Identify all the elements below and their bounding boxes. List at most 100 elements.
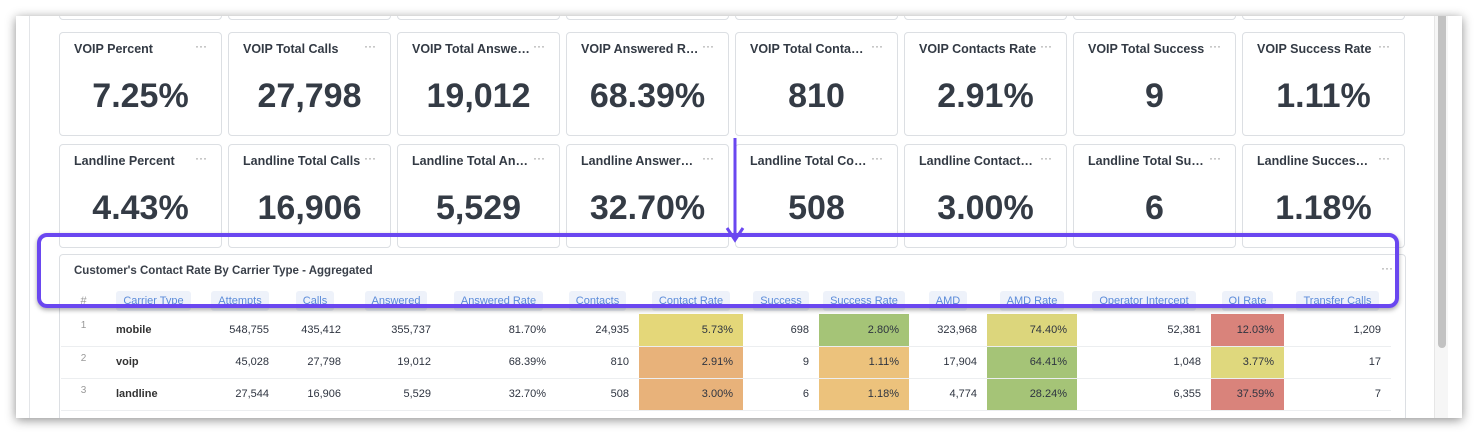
- card-value: 6: [1145, 189, 1164, 227]
- card-menu-icon[interactable]: ···: [871, 39, 883, 53]
- arrow-down-icon: [725, 138, 745, 243]
- metric-card: VOIP Contacts Rate ··· 2.91%: [904, 32, 1067, 136]
- table-cell: 52,381: [1077, 314, 1211, 347]
- partial-card-top: [904, 16, 1067, 20]
- table-cell: 323,968: [909, 314, 987, 347]
- table-cell: 698: [743, 314, 819, 347]
- card-title: VOIP Total Contacts: [750, 42, 868, 56]
- card-title: Landline Total Calls: [243, 154, 361, 168]
- card-value: 16,906: [257, 189, 362, 227]
- card-menu-icon[interactable]: ···: [1378, 151, 1390, 165]
- table-cell: 1,048: [1077, 346, 1211, 379]
- card-value: 32.70%: [589, 189, 706, 227]
- table-cell: 27,798: [279, 346, 351, 379]
- table-cell: 435,412: [279, 314, 351, 347]
- table-cell: 19,012: [351, 346, 441, 379]
- card-menu-icon[interactable]: ···: [1378, 39, 1390, 53]
- panel-title: Customer's Contact Rate By Carrier Type …: [74, 265, 373, 277]
- card-title: VOIP Total Calls: [243, 42, 339, 56]
- table-cell: 32.70%: [441, 378, 556, 411]
- card-value: 4.43%: [92, 189, 189, 227]
- row-number: 3: [61, 378, 106, 411]
- table-cell: 810: [556, 346, 639, 379]
- card-title: VOIP Total Answered: [412, 42, 530, 56]
- table-cell: 16,906: [279, 378, 351, 411]
- table-cell: 6: [743, 378, 819, 411]
- card-title: VOIP Contacts Rate: [919, 42, 1037, 56]
- table-cell: 27,544: [201, 378, 279, 411]
- card-value: 5,529: [435, 189, 522, 227]
- metric-card: Landline Total Answered··· 5,529: [397, 144, 560, 248]
- metric-card: Landline Total Calls ··· 16,906: [228, 144, 391, 248]
- card-value: 1.11%: [1276, 77, 1371, 115]
- card-menu-icon[interactable]: ···: [871, 151, 883, 165]
- metric-card: VOIP Total Calls ··· 27,798: [228, 32, 391, 136]
- card-menu-icon[interactable]: ···: [1040, 151, 1052, 165]
- table-row: 1 mobile 548,755 435,412 355,737 81.70% 24,935…: [61, 314, 1391, 347]
- table-cell: 6,355: [1077, 378, 1211, 411]
- card-value: 1.18%: [1275, 189, 1372, 227]
- scrollbar-thumb[interactable]: [1438, 16, 1446, 348]
- panel-menu-icon[interactable]: ···: [1381, 261, 1393, 275]
- metric-card: VOIP Percent ··· 7.25%: [59, 32, 222, 136]
- table-cell: 4,774: [909, 378, 987, 411]
- table-cell: 7: [1284, 378, 1391, 411]
- card-menu-icon[interactable]: ···: [533, 39, 545, 53]
- card-value: 810: [788, 77, 845, 115]
- card-title: Landline Percent: [74, 154, 175, 168]
- table-cell: 5.73%: [639, 314, 743, 347]
- metric-card: Landline Percent ··· 4.43%: [59, 144, 222, 248]
- card-menu-icon[interactable]: ···: [364, 39, 376, 53]
- table-cell: 355,737: [351, 314, 441, 347]
- card-menu-icon[interactable]: ···: [364, 151, 376, 165]
- card-menu-icon[interactable]: ···: [533, 151, 545, 165]
- metric-card: VOIP Success Rate ··· 1.11%: [1242, 32, 1405, 136]
- highlight-box: [37, 233, 1399, 308]
- partial-card-top: [735, 16, 898, 20]
- card-menu-icon[interactable]: ···: [195, 151, 207, 165]
- partial-card-top: [397, 16, 560, 20]
- card-title: Landline Success Rate: [1257, 154, 1375, 168]
- card-value: 7.25%: [92, 77, 189, 115]
- partial-card-top: [566, 16, 729, 20]
- card-value: 2.91%: [937, 77, 1034, 115]
- table-cell: voip: [106, 346, 201, 379]
- table-cell: 64.41%: [987, 346, 1077, 379]
- card-value: 3.00%: [937, 189, 1034, 227]
- metric-card: Landline Total Contacts··· 508: [735, 144, 898, 248]
- metric-card: VOIP Total Contacts ··· 810: [735, 32, 898, 136]
- partial-card-top: [1242, 16, 1405, 20]
- card-title: Landline Total Contacts: [750, 154, 868, 168]
- metric-card: VOIP Answered Rate ··· 68.39%: [566, 32, 729, 136]
- metric-card: Landline Answered Rate··· 32.70%: [566, 144, 729, 248]
- card-menu-icon[interactable]: ···: [1209, 151, 1221, 165]
- card-menu-icon[interactable]: ···: [1209, 39, 1221, 53]
- table-cell: 3.77%: [1211, 346, 1284, 379]
- card-menu-icon[interactable]: ···: [1040, 39, 1052, 53]
- table-cell: 81.70%: [441, 314, 556, 347]
- card-menu-icon[interactable]: ···: [702, 39, 714, 53]
- card-value: 68.39%: [589, 77, 706, 115]
- table-row: 2 voip 45,028 27,798 19,012 68.39% 810 2.91% 9 1.…: [61, 346, 1391, 379]
- card-title: Landline Total Answered: [412, 154, 530, 168]
- table-cell: 1.18%: [819, 378, 909, 411]
- table-cell: 548,755: [201, 314, 279, 347]
- card-menu-icon[interactable]: ···: [195, 39, 207, 53]
- table-row: 3 landline 27,544 16,906 5,529 32.70% 508 3.00%…: [61, 378, 1391, 411]
- table-cell: 74.40%: [987, 314, 1077, 347]
- table-cell: 17,904: [909, 346, 987, 379]
- table-cell: 12.03%: [1211, 314, 1284, 347]
- vertical-scrollbar[interactable]: [1434, 16, 1448, 418]
- partial-card-top: [228, 16, 391, 20]
- card-title: VOIP Success Rate: [1257, 42, 1372, 56]
- card-title: Landline Total Success: [1088, 154, 1206, 168]
- card-menu-icon[interactable]: ···: [702, 151, 714, 165]
- card-title: VOIP Total Success: [1088, 42, 1205, 56]
- table-cell: 17: [1284, 346, 1391, 379]
- row-number: 2: [61, 346, 106, 379]
- table-cell: landline: [106, 378, 201, 411]
- column-header: #: [61, 288, 106, 314]
- metric-card: VOIP Total Answered ··· 19,012: [397, 32, 560, 136]
- card-value: 9: [1145, 77, 1164, 115]
- table-cell: 5,529: [351, 378, 441, 411]
